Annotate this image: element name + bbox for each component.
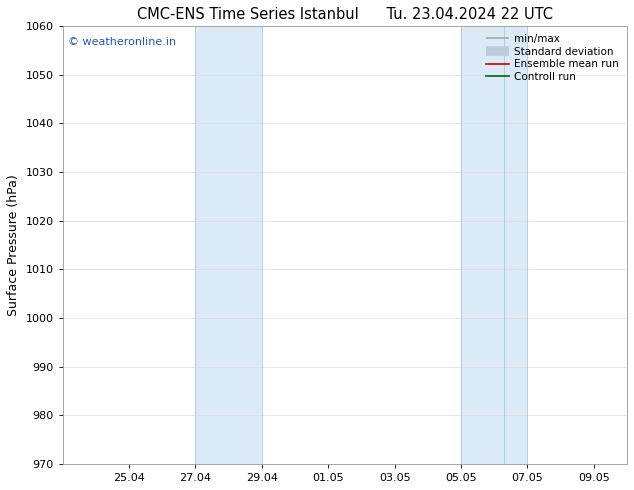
Text: © weatheronline.in: © weatheronline.in bbox=[68, 37, 176, 47]
Bar bbox=[504, 26, 527, 464]
Y-axis label: Surface Pressure (hPa): Surface Pressure (hPa) bbox=[7, 174, 20, 316]
Title: CMC-ENS Time Series Istanbul      Tu. 23.04.2024 22 UTC: CMC-ENS Time Series Istanbul Tu. 23.04.2… bbox=[137, 7, 553, 22]
Bar bbox=[461, 26, 504, 464]
Bar bbox=[195, 26, 262, 464]
Legend: min/max, Standard deviation, Ensemble mean run, Controll run: min/max, Standard deviation, Ensemble me… bbox=[482, 31, 622, 85]
